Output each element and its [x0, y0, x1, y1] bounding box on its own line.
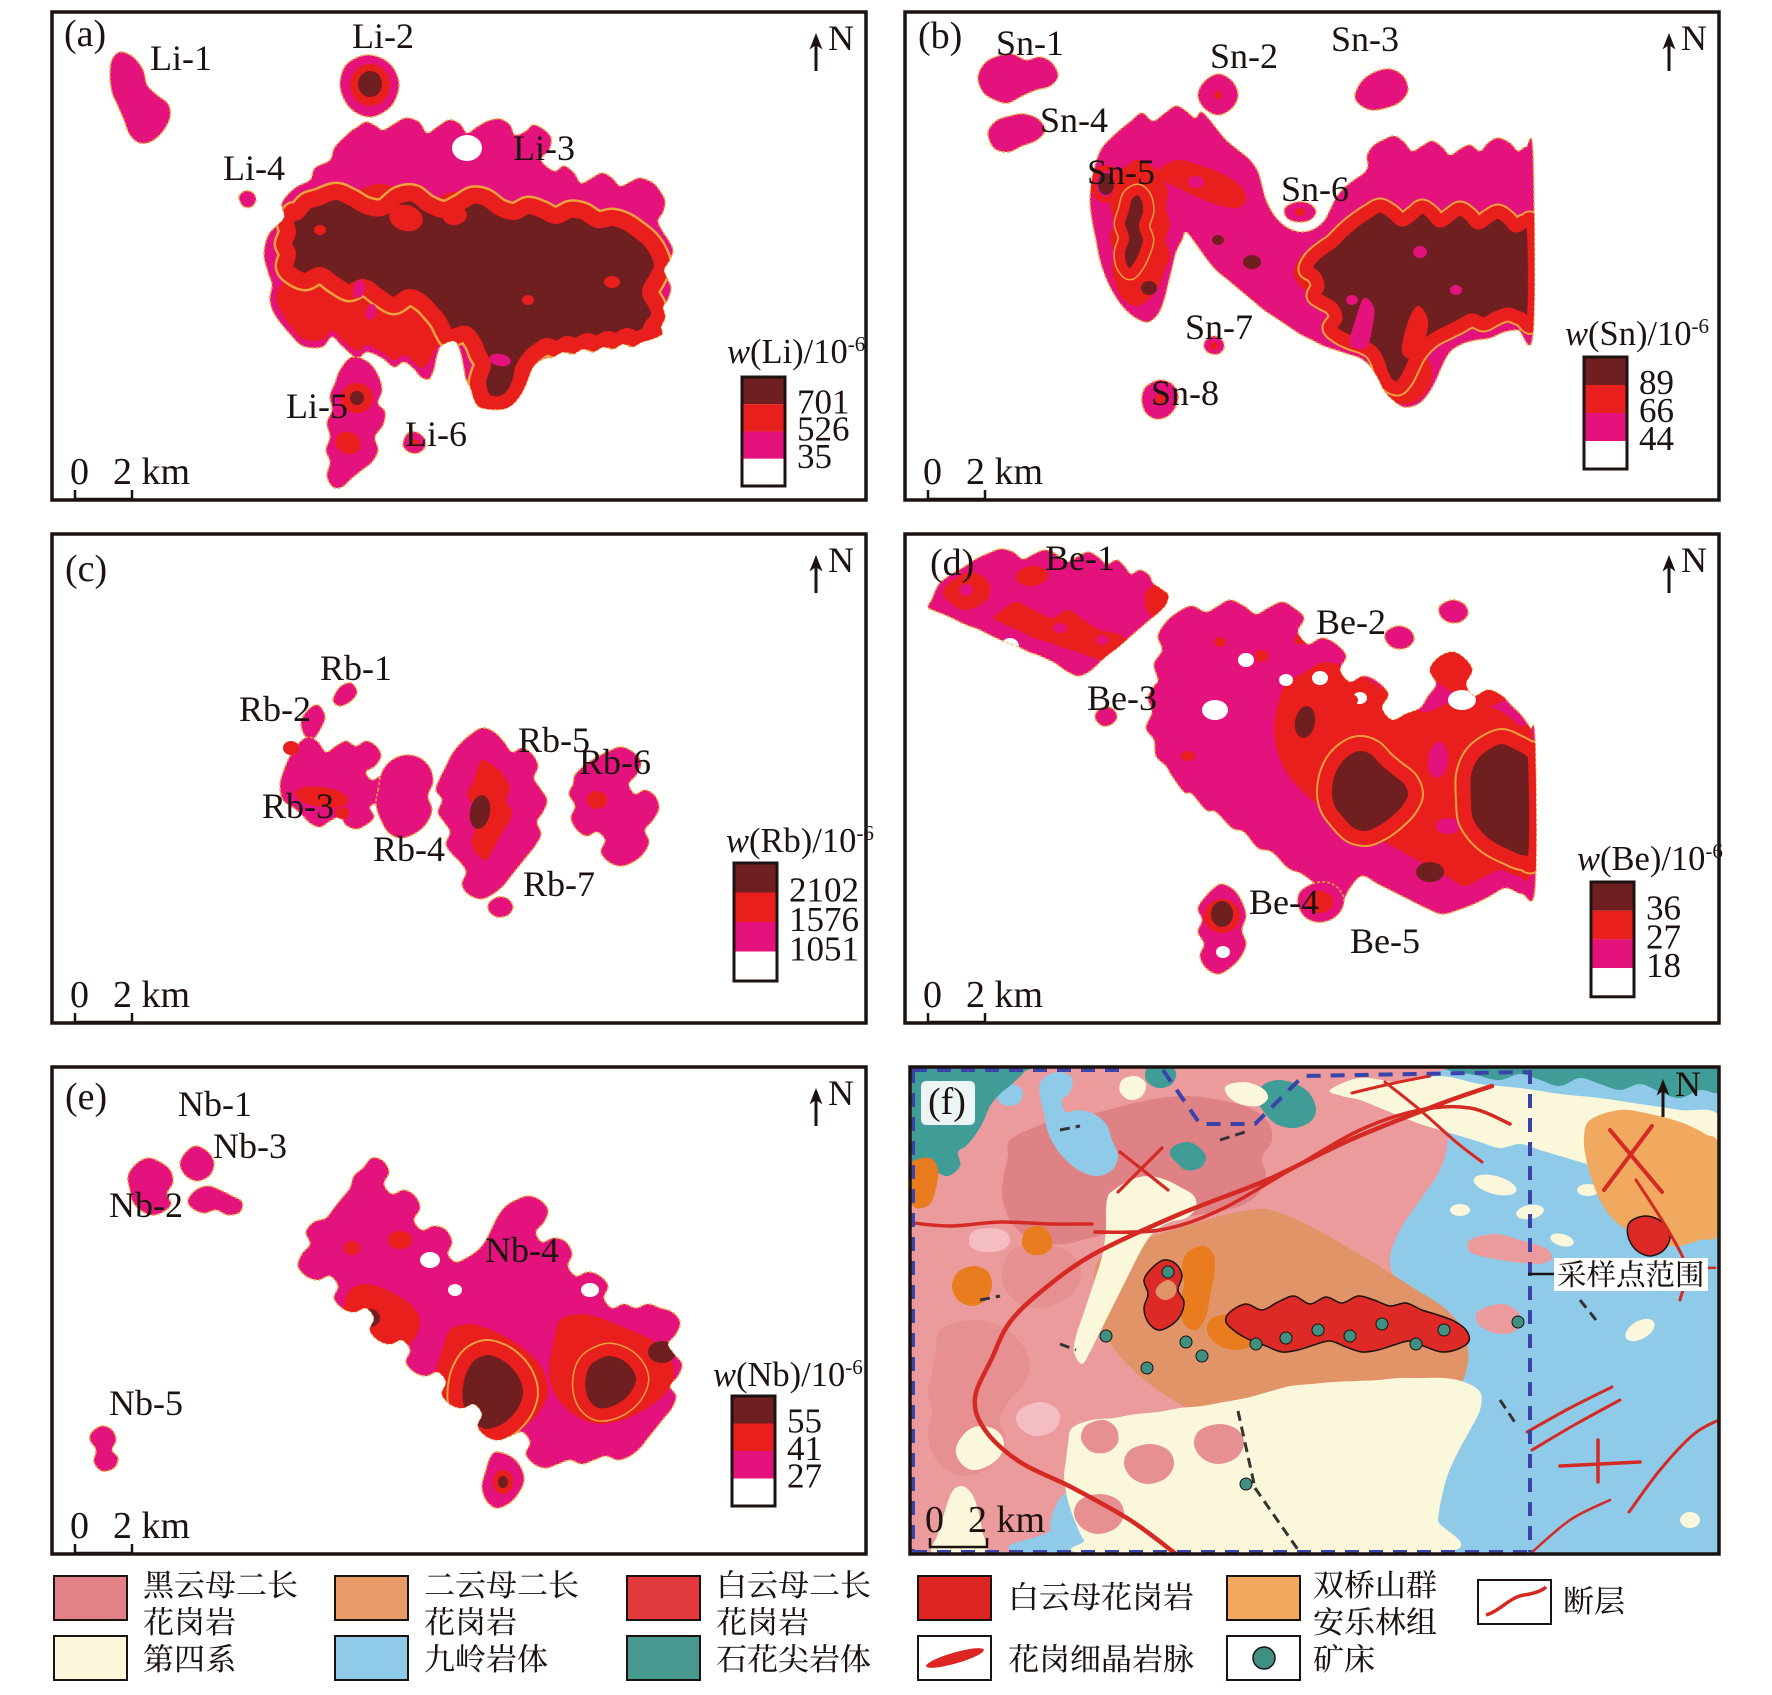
svg-text:Sn-6: Sn-6 — [1281, 169, 1349, 209]
svg-text:Rb-6: Rb-6 — [579, 742, 651, 782]
svg-text:0: 0 — [70, 451, 89, 493]
svg-text:Nb-5: Nb-5 — [109, 1383, 183, 1423]
svg-text:Sn-2: Sn-2 — [1210, 36, 1278, 76]
svg-text:Li-6: Li-6 — [405, 414, 467, 454]
svg-text:Li-2: Li-2 — [352, 16, 414, 56]
svg-text:(b): (b) — [918, 15, 962, 57]
svg-text:526: 526 — [797, 410, 850, 449]
svg-text:2 km: 2 km — [113, 1505, 190, 1547]
svg-text:Li-1: Li-1 — [150, 38, 212, 78]
svg-text:Sn-1: Sn-1 — [996, 23, 1064, 63]
svg-text:2102: 2102 — [789, 871, 859, 910]
svg-text:N: N — [828, 1073, 854, 1113]
svg-text:N: N — [1681, 18, 1707, 58]
svg-text:Rb-5: Rb-5 — [518, 720, 590, 760]
svg-text:0: 0 — [70, 974, 89, 1016]
svg-text:Nb-2: Nb-2 — [109, 1185, 183, 1225]
svg-text:Li-5: Li-5 — [286, 386, 348, 426]
svg-text:(e): (e) — [65, 1076, 107, 1118]
svg-text:Be-5: Be-5 — [1350, 921, 1420, 961]
svg-text:18: 18 — [1646, 946, 1681, 985]
svg-text:(d): (d) — [930, 542, 974, 584]
svg-text:27: 27 — [1646, 917, 1681, 956]
svg-text:Rb-7: Rb-7 — [523, 864, 595, 904]
svg-text:Sn-7: Sn-7 — [1185, 307, 1253, 347]
svg-text:Be-1: Be-1 — [1045, 538, 1115, 578]
svg-text:Rb-2: Rb-2 — [239, 689, 311, 729]
svg-text:41: 41 — [787, 1429, 822, 1468]
svg-text:N: N — [1675, 1064, 1701, 1104]
svg-text:w(Be)/10-6: w(Be)/10-6 — [1577, 839, 1723, 878]
svg-text:Sn-5: Sn-5 — [1087, 152, 1155, 192]
svg-text:0: 0 — [923, 451, 942, 493]
svg-text:44: 44 — [1639, 419, 1674, 458]
svg-text:Nb-1: Nb-1 — [178, 1084, 252, 1124]
svg-text:Be-3: Be-3 — [1087, 678, 1157, 718]
svg-text:2 km: 2 km — [113, 974, 190, 1016]
svg-text:Nb-4: Nb-4 — [485, 1230, 559, 1270]
svg-text:1576: 1576 — [789, 900, 859, 939]
svg-text:Li-3: Li-3 — [513, 128, 575, 168]
svg-text:66: 66 — [1639, 391, 1674, 430]
svg-text:2 km: 2 km — [113, 451, 190, 493]
svg-text:27: 27 — [787, 1457, 822, 1496]
svg-text:701: 701 — [797, 382, 850, 421]
svg-text:2 km: 2 km — [966, 451, 1043, 493]
svg-text:N: N — [1681, 540, 1707, 580]
svg-text:2 km: 2 km — [966, 974, 1043, 1016]
svg-text:1051: 1051 — [789, 930, 859, 969]
svg-text:w(Li)/10-6: w(Li)/10-6 — [727, 332, 865, 371]
svg-text:Rb-1: Rb-1 — [320, 648, 392, 688]
svg-text:0: 0 — [925, 1499, 944, 1541]
svg-text:Sn-3: Sn-3 — [1331, 19, 1399, 59]
svg-text:Rb-4: Rb-4 — [373, 829, 445, 869]
svg-text:Rb-3: Rb-3 — [262, 786, 334, 826]
svg-text:35: 35 — [797, 437, 832, 476]
svg-text:Sn-4: Sn-4 — [1040, 100, 1108, 140]
svg-text:w(Sn)/10-6: w(Sn)/10-6 — [1565, 314, 1709, 353]
svg-text:(a): (a) — [64, 13, 106, 55]
svg-text:2 km: 2 km — [968, 1499, 1045, 1541]
svg-text:w(Nb)/10-6: w(Nb)/10-6 — [713, 1355, 863, 1394]
svg-text:w(Rb)/10-6: w(Rb)/10-6 — [726, 821, 874, 860]
svg-text:36: 36 — [1646, 889, 1681, 928]
svg-text:Be-2: Be-2 — [1316, 602, 1386, 642]
svg-text:Li-4: Li-4 — [223, 148, 285, 188]
svg-text:(c): (c) — [65, 548, 107, 590]
svg-text:Be-4: Be-4 — [1249, 882, 1319, 922]
svg-text:(f): (f) — [928, 1081, 966, 1123]
svg-text:Sn-8: Sn-8 — [1151, 373, 1219, 413]
svg-text:0: 0 — [923, 974, 942, 1016]
svg-text:89: 89 — [1639, 363, 1674, 402]
svg-text:N: N — [828, 540, 854, 580]
svg-text:N: N — [828, 18, 854, 58]
svg-text:55: 55 — [787, 1402, 822, 1441]
svg-text:0: 0 — [70, 1505, 89, 1547]
svg-text:Nb-3: Nb-3 — [213, 1126, 287, 1166]
